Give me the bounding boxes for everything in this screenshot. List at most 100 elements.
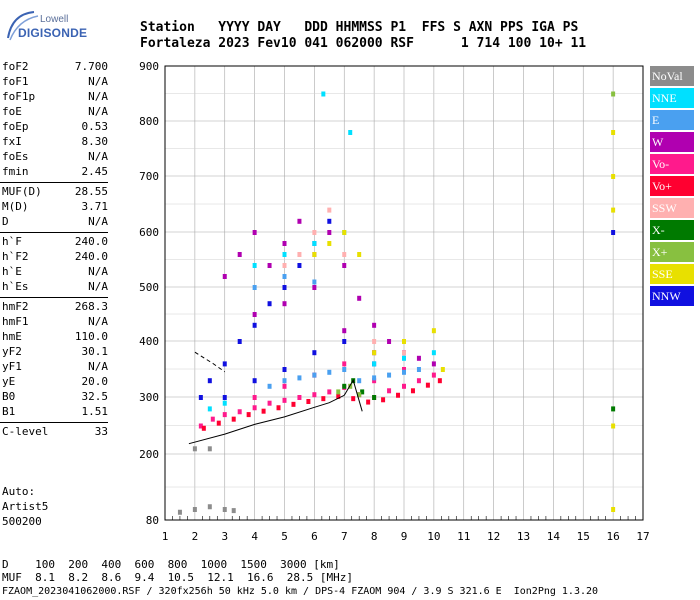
param-value: 30.1 (81, 345, 109, 358)
echo-point-ssw (282, 263, 287, 268)
x-tick-label: 13 (517, 530, 530, 543)
echo-point-x (336, 389, 341, 395)
legend-item-nnw: NNW (650, 286, 694, 306)
legend-item-w: W (650, 132, 694, 152)
echo-point-x (611, 406, 616, 412)
param-separator (0, 232, 108, 233)
param-value: N/A (88, 215, 108, 228)
param-row-hf: h`F 240.0 (2, 235, 108, 251)
x-tick-label: 17 (636, 530, 649, 543)
param-value: N/A (88, 75, 108, 88)
param-row-d: D N/A (2, 215, 108, 231)
param-label: yE (2, 375, 16, 388)
legend-item-vo: Vo- (650, 154, 694, 174)
x-tick-label: 8 (371, 530, 378, 543)
param-row-fxi: fxI 8.30 (2, 135, 108, 151)
echo-point-vo (261, 408, 266, 414)
param-label: B0 (2, 390, 16, 403)
param-label: D (2, 215, 9, 228)
echo-point-sse (357, 252, 362, 257)
y-tick-label: 200 (139, 448, 159, 461)
legend-item-noval: NoVal (650, 66, 694, 86)
echo-point-e (282, 274, 287, 279)
echo-point-sse (440, 367, 445, 372)
legend-item-e: E (650, 110, 694, 130)
param-label: h`E (2, 265, 22, 278)
x-tick-label: 1 (162, 530, 169, 543)
echo-point-vo (416, 378, 421, 384)
echo-point-e (327, 369, 332, 375)
echo-point-w (222, 274, 227, 279)
x-tick-label: 7 (341, 530, 348, 543)
echo-point-w (237, 252, 242, 257)
echo-point-nne (222, 400, 227, 406)
echo-point-nnw (297, 263, 302, 268)
echo-point-w (282, 301, 287, 307)
param-value: 28.55 (74, 185, 108, 198)
param-label: foEp (2, 120, 29, 133)
param-separator (0, 422, 108, 423)
echo-point-e (416, 367, 421, 372)
echo-point-nnw (237, 339, 242, 344)
polarization-legend: NoVal NNE E W Vo- Vo+ SSW X- X+ SSE NNW (650, 66, 694, 308)
echo-point-w (416, 355, 421, 361)
param-row-fof2: foF2 7.700 (2, 60, 108, 76)
echo-point-nnw (267, 301, 272, 307)
echo-point-vo (291, 401, 296, 407)
echo-point-sse (402, 339, 406, 344)
echo-point-w (297, 218, 302, 224)
param-label: M(D) (2, 200, 29, 213)
autoscaling-info: Auto: Artist5 500200 (2, 484, 48, 529)
echo-point-vo (198, 423, 203, 429)
param-value: N/A (88, 150, 108, 163)
param-row-hf2: h`F2 240.0 (2, 250, 108, 266)
param-value: N/A (88, 280, 108, 293)
echo-point-vo (216, 420, 221, 426)
param-row-hmf2: hmF2 268.3 (2, 300, 108, 316)
echo-point-nne (372, 361, 377, 367)
param-value: N/A (88, 360, 108, 373)
echo-point-x (342, 383, 347, 389)
param-value: 33 (94, 425, 108, 438)
echo-point-nnw (222, 361, 227, 367)
y-tick-label: 500 (139, 281, 159, 294)
echo-point-nnw (207, 378, 212, 384)
echo-point-e (267, 383, 272, 389)
param-value: 0.53 (81, 120, 109, 133)
echo-point-noval (222, 507, 227, 512)
echo-point-vo (327, 389, 332, 395)
param-value: N/A (88, 265, 108, 278)
distance-row: D 100 200 400 600 800 1000 1500 3000 [km… (2, 558, 340, 571)
param-label: fxI (2, 135, 22, 148)
echo-point-noval (207, 446, 212, 452)
param-label: foF1p (2, 90, 36, 103)
param-label: foF1 (2, 75, 29, 88)
echo-point-nne (312, 241, 317, 246)
echo-point-vo (267, 400, 272, 406)
param-row-he: h`E N/A (2, 265, 108, 281)
station-header: Station YYYY DAY DDD HHMMSS P1 FFS S AXN… (140, 20, 586, 52)
x-tick-label: 14 (547, 530, 561, 543)
param-row-ye: yE 20.0 (2, 375, 108, 391)
echo-point-vo (402, 383, 406, 389)
echo-point-sse (611, 207, 616, 213)
echo-point-w (431, 361, 436, 367)
echo-point-e (312, 279, 317, 285)
echo-point-ssw (312, 230, 317, 235)
echo-point-nne (431, 350, 436, 356)
echo-point-sse (611, 423, 616, 429)
trace-profile (194, 351, 226, 373)
param-value: N/A (88, 315, 108, 328)
echo-point-noval (192, 446, 197, 452)
param-row-yf1: yF1 N/A (2, 360, 108, 376)
param-row-clevel: C-level 33 (2, 425, 108, 441)
echo-point-nnw (327, 218, 332, 224)
echo-point-w (312, 285, 317, 290)
echo-point-x (360, 389, 365, 395)
echo-point-nne (282, 252, 287, 257)
echo-point-e (342, 367, 347, 372)
echo-point-nne (402, 355, 406, 361)
echo-point-e (372, 375, 377, 381)
echo-point-vo (237, 409, 242, 415)
echo-point-vo (410, 388, 415, 394)
